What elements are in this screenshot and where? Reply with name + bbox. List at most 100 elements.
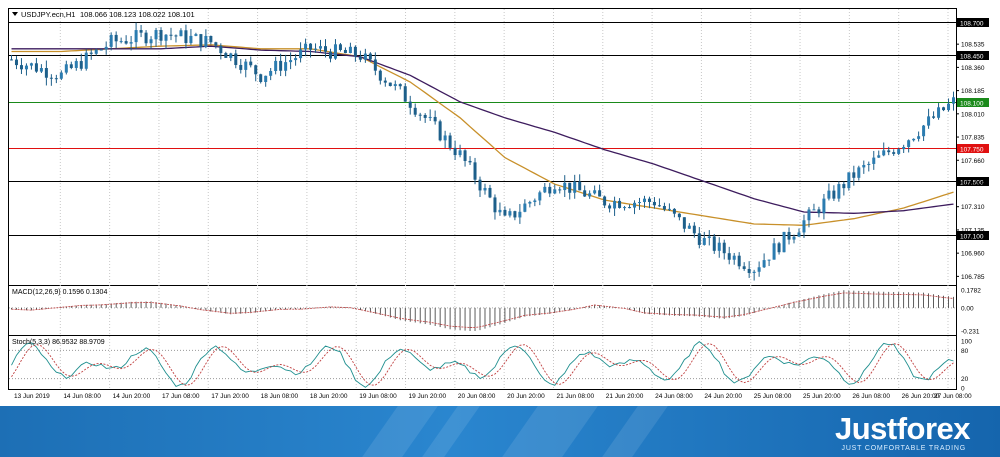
stoch-main-line [11, 341, 954, 388]
time-label: 25 Jun 20:00 [803, 393, 841, 400]
candle-body [224, 53, 228, 58]
candle-body [443, 135, 447, 141]
candle-body [767, 259, 771, 261]
time-label: 20 Jun 08:00 [458, 393, 496, 400]
candle-body [882, 150, 886, 156]
macd-signal-line [11, 292, 954, 328]
candle-body [139, 30, 143, 33]
candle-body [737, 255, 741, 267]
level-tag-label: 107.500 [960, 180, 984, 187]
time-label: 21 Jun 20:00 [606, 393, 644, 400]
candle-body [473, 162, 477, 180]
candle-body [393, 84, 397, 87]
candle-body [428, 116, 432, 118]
candle-body [488, 187, 492, 198]
candle-body [907, 140, 911, 147]
candle-body [647, 198, 651, 202]
candle-body [862, 164, 866, 168]
candle-body [44, 68, 48, 78]
candle-body [817, 209, 821, 214]
candle-body [64, 64, 68, 73]
candle-body [872, 157, 876, 164]
price-chart[interactable]: 108.700 108.450 108.100 107.750 107.500 107.1… [0, 0, 1000, 406]
candle-body [378, 70, 382, 81]
price-axis: 108.535 108.360 108.185 108.010 107.835 107.6… [956, 42, 985, 281]
candle-body [493, 197, 497, 213]
candle-body [174, 35, 178, 37]
candle-body [518, 211, 522, 218]
candle-body [702, 238, 706, 245]
justforex-logo[interactable]: Justforex [834, 411, 971, 446]
candle-body [947, 103, 951, 111]
candle-body [667, 208, 671, 210]
level-tag [957, 18, 989, 27]
candle-body [14, 59, 18, 66]
time-label: 19 Jun 20:00 [409, 393, 447, 400]
footer-stripe [502, 406, 598, 457]
price-label: 107.135 [961, 227, 985, 234]
price-label: 106.960 [961, 251, 985, 258]
candle-body [623, 207, 627, 209]
candle-body [802, 220, 806, 233]
time-label: 24 Jun 08:00 [655, 393, 693, 400]
price-label: 108.185 [961, 88, 985, 95]
price-label: 107.835 [961, 135, 985, 142]
time-axis: 13 Jun 2019 14 Jun 08:00 14 Jun 20:00 17 Ju… [14, 393, 972, 400]
candle-body [343, 49, 347, 54]
candle-body [323, 46, 327, 52]
candle-body [807, 209, 811, 221]
candle-body [633, 202, 637, 208]
candle-body [144, 32, 148, 44]
dropdown-arrow-icon[interactable] [12, 12, 18, 16]
stoch-signal-line [11, 343, 954, 386]
stoch-title: Stoch(5,3,3) 86.9532 88.9709 [12, 339, 105, 346]
time-label: 17 Jun 20:00 [211, 393, 249, 400]
time-label: 26 Jun 20:00 [902, 393, 940, 400]
candle-body [319, 46, 323, 49]
candle-body [333, 44, 337, 59]
level-tag [957, 231, 989, 240]
candle-body [134, 30, 138, 43]
level-tag [957, 144, 989, 153]
candle-body [214, 42, 218, 46]
candle-body [338, 44, 342, 50]
candle-body [543, 186, 547, 193]
candle-body [19, 65, 23, 70]
candle-body [538, 192, 542, 201]
candle-body [707, 236, 711, 239]
level-tag-label: 108.100 [960, 101, 984, 108]
main-pane[interactable] [8, 8, 957, 286]
candle-body [24, 65, 28, 70]
candle-body [563, 182, 567, 191]
candle-body [852, 172, 856, 178]
candle-body [812, 209, 816, 211]
candle-body [662, 206, 666, 210]
candle-body [304, 43, 308, 50]
candle-body [184, 30, 188, 44]
candle-body [164, 34, 168, 41]
candle-body [897, 149, 901, 154]
candle-body [353, 46, 357, 57]
price-label: 106.785 [961, 274, 985, 281]
candle-body [797, 232, 801, 237]
candle-body [408, 101, 412, 108]
candle-body [837, 184, 841, 199]
stoch-axis-label: 80 [961, 348, 969, 355]
candle-body [423, 114, 427, 118]
macd-pane[interactable] [8, 285, 957, 336]
candle-body [912, 138, 916, 141]
candle-body [29, 63, 33, 66]
level-tag-label: 107.100 [960, 234, 984, 241]
candle-body [513, 211, 517, 218]
candle-body [548, 186, 552, 194]
candle-body [867, 163, 871, 165]
candle-body [453, 147, 457, 156]
candle-body [388, 82, 392, 87]
level-tag [957, 177, 989, 186]
candle-body [239, 64, 243, 70]
candle-body [932, 116, 936, 118]
candle-body [94, 49, 98, 54]
stoch-pane[interactable] [8, 335, 957, 390]
candle-body [777, 243, 781, 253]
candle-body [274, 60, 278, 72]
